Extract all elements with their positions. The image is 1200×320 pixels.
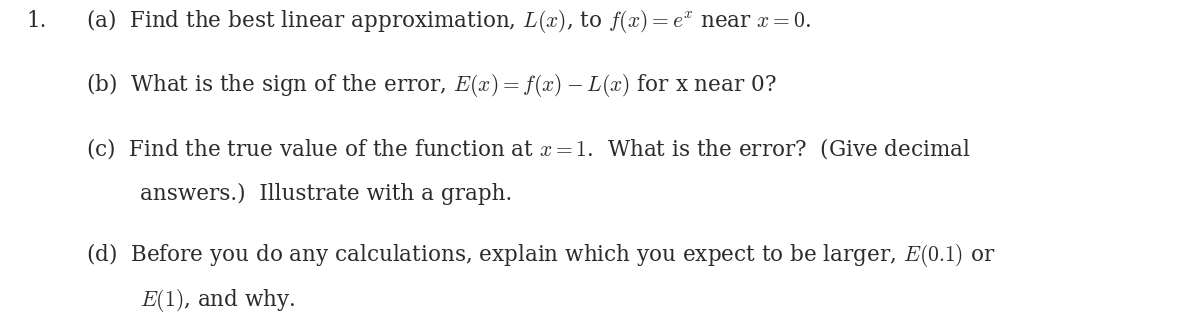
Text: answers.)  Illustrate with a graph.: answers.) Illustrate with a graph. xyxy=(140,183,512,205)
Text: (b)  What is the sign of the error, $E(x) = f(x) - L(x)$ for x near 0?: (b) What is the sign of the error, $E(x)… xyxy=(86,71,778,99)
Text: (a)  Find the best linear approximation, $L(x)$, to $f(x) = e^x$ near $x = 0$.: (a) Find the best linear approximation, … xyxy=(86,7,811,35)
Text: 1.: 1. xyxy=(26,10,47,32)
Text: $E(1)$, and why.: $E(1)$, and why. xyxy=(140,287,296,314)
Text: (d)  Before you do any calculations, explain which you expect to be larger, $E(0: (d) Before you do any calculations, expl… xyxy=(86,241,996,269)
Text: (c)  Find the true value of the function at $x = 1$.  What is the error?  (Give : (c) Find the true value of the function … xyxy=(86,136,971,161)
